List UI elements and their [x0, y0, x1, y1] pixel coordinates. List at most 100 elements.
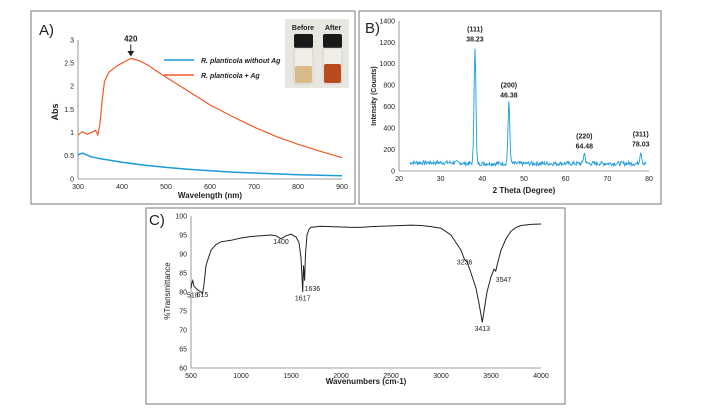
y-tick-600: 600 — [383, 104, 395, 111]
ftir-peak-1636: 1636 — [305, 286, 321, 293]
y-tick-1400: 1400 — [379, 18, 395, 25]
x-tick-300: 300 — [72, 184, 84, 191]
y-tick-1: 1 — [70, 130, 74, 137]
x-tick-800: 800 — [292, 184, 304, 191]
panel-b: B) 0 200 400 600 800 1000 1200 1400 20 30 40 50 60 7… — [358, 10, 662, 205]
ftir-peak-1617: 1617 — [295, 295, 311, 302]
vial-before-cap — [294, 34, 313, 48]
x-tick-50: 50 — [520, 176, 528, 183]
x-tick-80: 80 — [645, 176, 653, 183]
xrd-pattern — [409, 48, 647, 168]
y-tick-75: 75 — [179, 308, 187, 315]
x-tick-2500: 2500 — [383, 373, 399, 380]
y-tick-3: 3 — [70, 37, 74, 44]
panel-c-border — [145, 207, 566, 405]
x-tick-70: 70 — [603, 176, 611, 183]
uv-peak-annotation: 420 — [124, 35, 138, 44]
panel-b-border — [358, 10, 662, 205]
x-tick-900: 900 — [336, 184, 348, 191]
x-tick-1500: 1500 — [283, 373, 299, 380]
panel-b-label: B) — [365, 20, 380, 37]
x-tick-40: 40 — [478, 176, 486, 183]
xrd-peak-200-hkl: (200) — [501, 82, 517, 89]
y-tick-90: 90 — [179, 251, 187, 258]
vial-photo: Before After — [285, 19, 349, 88]
panel-c: C) 60 65 70 75 80 85 90 95 100 500 1000 1500 2000 25… — [145, 207, 566, 405]
ftir-peak-518: 518 — [187, 293, 199, 300]
y-tick-65: 65 — [179, 346, 187, 353]
y-tick-0: 0 — [391, 168, 395, 175]
y-tick-1200: 1200 — [379, 40, 395, 47]
y-tick-200: 200 — [383, 147, 395, 154]
x-tick-1000: 1000 — [233, 373, 249, 380]
y-tick-1.5: 1.5 — [64, 107, 74, 114]
y-tick-70: 70 — [179, 327, 187, 334]
xrd-peak-111-hkl: (111) — [467, 27, 483, 34]
uv-y-axis-title: Abs — [50, 103, 60, 120]
y-tick-95: 95 — [179, 232, 187, 239]
uv-series-without-ag — [77, 152, 343, 177]
x-tick-3000: 3000 — [433, 373, 449, 380]
xrd-peak-311-hkl: (311) — [633, 132, 649, 139]
y-tick-60: 60 — [179, 365, 187, 372]
panel-a-label: A) — [39, 22, 54, 39]
y-tick-85: 85 — [179, 270, 187, 277]
y-tick-0.5: 0.5 — [64, 153, 74, 160]
ftir-peak-615: 615 — [197, 292, 209, 299]
xrd-x-axis-title: 2 Theta (Degree) — [493, 186, 556, 195]
ftir-peak-3236: 3236 — [457, 260, 473, 267]
panel-c-label: C) — [149, 212, 165, 229]
xrd-peak-labels: (111) 38.23 (200) 46.38 (220) 64.48 (311… — [466, 27, 649, 151]
x-tick-500: 500 — [160, 184, 172, 191]
ftir-x-axis-title: Wavenumbers (cm-1) — [326, 377, 407, 386]
ftir-peak-3547: 3547 — [496, 277, 512, 284]
y-tick-80: 80 — [179, 289, 187, 296]
y-tick-100: 100 — [175, 213, 187, 220]
ftir-peak-1400: 1400 — [273, 239, 289, 246]
uv-legend-label-with-ag: R. planticola + Ag — [201, 73, 260, 80]
x-tick-30: 30 — [437, 176, 445, 183]
uv-y-tick-labels: 0 0.5 1 1.5 2 2.5 3 — [64, 37, 74, 183]
x-tick-4000: 4000 — [533, 373, 549, 380]
xrd-y-axis-title: Intensity (Counts) — [371, 66, 378, 126]
ftir-peak-3413: 3413 — [475, 326, 491, 333]
x-tick-500: 500 — [185, 373, 197, 380]
y-tick-2: 2 — [70, 84, 74, 91]
vial-before-liquid — [295, 66, 312, 83]
x-tick-2000: 2000 — [333, 373, 349, 380]
x-tick-3500: 3500 — [483, 373, 499, 380]
uv-peak-arrow — [127, 44, 135, 57]
x-tick-700: 700 — [248, 184, 260, 191]
uv-x-axis-title: Wavelength (nm) — [178, 191, 242, 200]
xrd-peak-200-value: 46.38 — [500, 92, 518, 99]
ftir-y-axis-title: %Transmittance — [163, 262, 172, 320]
y-tick-1000: 1000 — [379, 61, 395, 68]
ftir-x-tick-labels: 500 1000 1500 2000 2500 3000 3500 4000 — [185, 373, 549, 380]
y-tick-800: 800 — [383, 83, 395, 90]
uv-legend: R. planticola without Ag R. planticola +… — [164, 58, 281, 80]
uv-x-tick-labels: 300 400 500 600 700 800 900 — [72, 184, 348, 191]
y-tick-0: 0 — [70, 176, 74, 183]
vial-after-liquid — [324, 64, 341, 83]
xrd-x-tick-labels: 20 30 40 50 60 70 80 — [395, 176, 653, 183]
uv-legend-label-without-ag: R. planticola without Ag — [201, 58, 281, 65]
x-tick-60: 60 — [562, 176, 570, 183]
ftir-peak-labels: 518 615 1400 1617 1636 3236 3547 3413 — [187, 239, 511, 333]
xrd-y-tick-labels: 0 200 400 600 800 1000 1200 1400 — [379, 18, 395, 175]
uv-series-with-ag — [77, 57, 343, 159]
panel-a: A) 0 0.5 1 1.5 2 2.5 3 300 400 500 600 700 800 900 A… — [30, 10, 356, 205]
vial-after-cap — [323, 34, 342, 48]
ftir-y-tick-labels: 60 65 70 75 80 85 90 95 100 — [175, 213, 187, 372]
y-tick-2.5: 2.5 — [64, 61, 74, 68]
vial-after-label: After — [325, 25, 342, 32]
x-tick-20: 20 — [395, 176, 403, 183]
ftir-spectrum — [190, 223, 542, 323]
xrd-peak-311-value: 78.03 — [632, 142, 650, 149]
y-tick-400: 400 — [383, 125, 395, 132]
xrd-peak-220-hkl: (220) — [576, 133, 592, 140]
x-tick-400: 400 — [116, 184, 128, 191]
xrd-peak-111-value: 38.23 — [466, 37, 484, 44]
x-tick-600: 600 — [204, 184, 216, 191]
xrd-peak-220-value: 64.48 — [576, 143, 594, 150]
